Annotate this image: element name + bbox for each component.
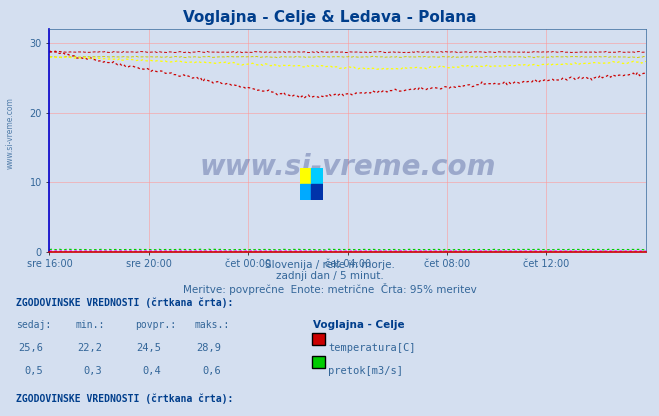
Text: 0,6: 0,6	[202, 366, 221, 376]
Text: ZGODOVINSKE VREDNOSTI (črtkana črta):: ZGODOVINSKE VREDNOSTI (črtkana črta):	[16, 297, 234, 308]
Text: pretok[m3/s]: pretok[m3/s]	[328, 366, 403, 376]
Bar	[312, 168, 323, 184]
Text: Voglajna - Celje & Ledava - Polana: Voglajna - Celje & Ledava - Polana	[183, 10, 476, 25]
Bar	[312, 184, 323, 200]
Text: 0,5: 0,5	[24, 366, 43, 376]
Text: Meritve: povprečne  Enote: metrične  Črta: 95% meritev: Meritve: povprečne Enote: metrične Črta:…	[183, 283, 476, 295]
Text: 25,6: 25,6	[18, 343, 43, 353]
Text: 0,3: 0,3	[84, 366, 102, 376]
Text: Voglajna - Celje: Voglajna - Celje	[313, 320, 405, 330]
Text: 22,2: 22,2	[77, 343, 102, 353]
Text: Slovenija / reke in morje.: Slovenija / reke in morje.	[264, 260, 395, 270]
Text: maks.:: maks.:	[194, 320, 229, 330]
Text: 0,4: 0,4	[143, 366, 161, 376]
Text: sedaj:: sedaj:	[16, 320, 51, 330]
Text: min.:: min.:	[76, 320, 105, 330]
Text: povpr.:: povpr.:	[135, 320, 176, 330]
Text: zadnji dan / 5 minut.: zadnji dan / 5 minut.	[275, 271, 384, 281]
Text: www.si-vreme.com: www.si-vreme.com	[200, 153, 496, 181]
Bar	[300, 184, 312, 200]
Text: ZGODOVINSKE VREDNOSTI (črtkana črta):: ZGODOVINSKE VREDNOSTI (črtkana črta):	[16, 393, 234, 404]
Bar	[300, 168, 312, 184]
Text: www.si-vreme.com: www.si-vreme.com	[5, 97, 14, 169]
Text: 24,5: 24,5	[136, 343, 161, 353]
Text: temperatura[C]: temperatura[C]	[328, 343, 416, 353]
Text: 28,9: 28,9	[196, 343, 221, 353]
